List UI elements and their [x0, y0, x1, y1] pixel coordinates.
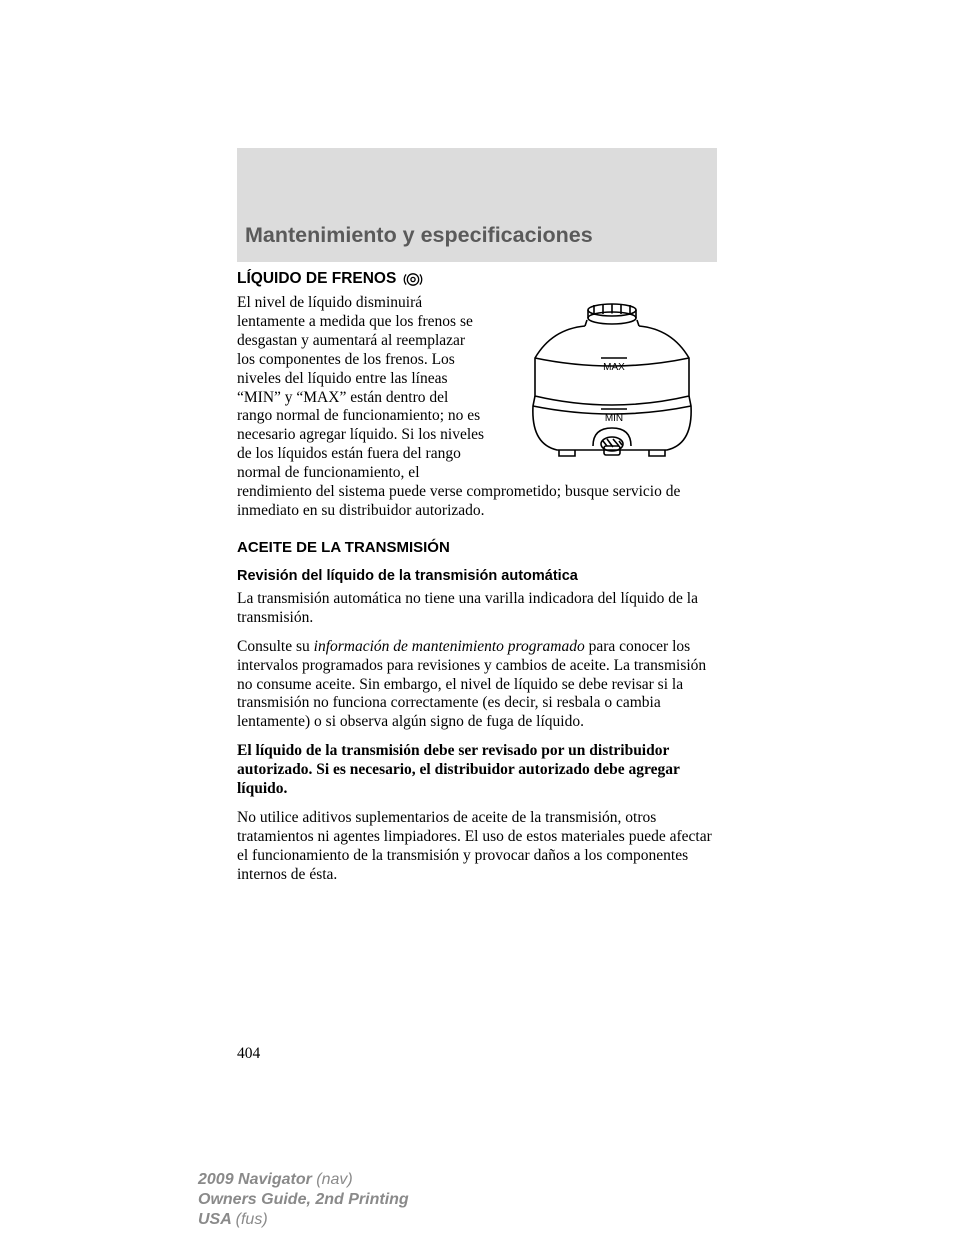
footer-line-2: Owners Guide, 2nd Printing [198, 1190, 409, 1210]
reservoir-max-label: MAX [603, 362, 625, 373]
footer: 2009 Navigator (nav) Owners Guide, 2nd P… [198, 1170, 409, 1230]
footer-fus: (fus) [236, 1211, 268, 1228]
content-area: LÍQUIDO DE FRENOS El nivel de líquido di… [237, 270, 717, 895]
footer-usa: USA [198, 1211, 236, 1228]
transmission-p1: La transmisión automática no tiene una v… [237, 590, 717, 628]
footer-nav: (nav) [316, 1171, 352, 1188]
page-number: 404 [237, 1045, 260, 1063]
brake-warning-icon [402, 272, 424, 287]
brake-reservoir-diagram: MAX MIN [507, 296, 717, 471]
reservoir-min-label: MIN [605, 413, 623, 424]
transmission-p2-italic: información de mantenimiento programado [314, 638, 585, 655]
transmission-p2-a: Consulte su [237, 638, 314, 655]
footer-line-3: USA (fus) [198, 1210, 409, 1230]
transmission-subheading: Revisión del líquido de la transmisión a… [237, 568, 717, 584]
transmission-heading: ACEITE DE LA TRANSMISIÓN [237, 539, 717, 556]
footer-vehicle: 2009 Navigator [198, 1171, 316, 1188]
transmission-p2: Consulte su información de mantenimiento… [237, 638, 717, 733]
transmission-p4: No utilice aditivos suplementarios de ac… [237, 809, 717, 885]
brake-fluid-heading-text: LÍQUIDO DE FRENOS [237, 270, 396, 288]
transmission-p3-bold: El líquido de la transmisión debe ser re… [237, 742, 717, 799]
brake-fluid-text-narrow: El nivel de líquido disminuirá lentament… [237, 294, 485, 483]
footer-line-1: 2009 Navigator (nav) [198, 1170, 409, 1190]
brake-fluid-heading: LÍQUIDO DE FRENOS [237, 270, 717, 288]
brake-fluid-block: El nivel de líquido disminuirá lentament… [237, 294, 717, 483]
brake-fluid-text-full: rendimiento del sistema puede verse comp… [237, 483, 717, 521]
header-band: Mantenimiento y especificaciones [237, 148, 717, 262]
page-title: Mantenimiento y especificaciones [245, 223, 593, 248]
